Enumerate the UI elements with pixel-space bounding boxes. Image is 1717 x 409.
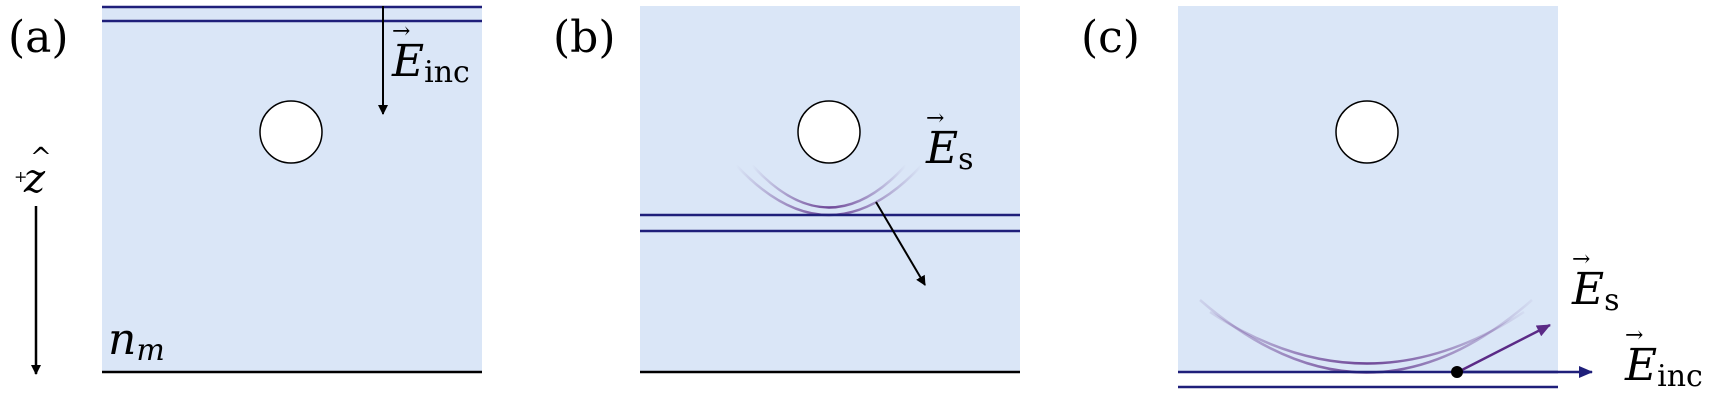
panel-b-label: (b)	[553, 12, 616, 63]
z-axis: + z ^	[14, 143, 52, 375]
e-s-label-b: Es	[925, 123, 974, 177]
z-axis-plus: +	[14, 167, 27, 186]
medium-region-c	[1178, 6, 1558, 372]
medium-region-b	[640, 6, 1020, 372]
e-inc-label-a: Einc	[391, 36, 470, 90]
scattered-field-arrow-b	[875, 201, 926, 286]
sphere-a	[259, 100, 323, 164]
observation-point-c	[1451, 366, 1463, 378]
sphere-c	[1335, 100, 1399, 164]
z-axis-symbol: z	[23, 156, 46, 202]
panel-a: (a) Einc → nm	[8, 5, 482, 374]
medium-region-a	[102, 6, 482, 372]
e-inc-label-c: Einc	[1624, 340, 1703, 394]
scattered-field-arrow-c	[1457, 323, 1551, 374]
scattered-wavefront-inner-c	[1209, 310, 1525, 365]
sphere-b	[797, 100, 861, 164]
e-s-label-c: Es	[1571, 264, 1620, 318]
z-axis-hat: ^	[30, 143, 52, 173]
panel-c: (c) Es → Einc →	[1081, 6, 1703, 394]
panel-b: (b) Es →	[553, 6, 1020, 374]
scattered-wavefront-inner-b	[751, 164, 907, 209]
panel-a-label: (a)	[8, 12, 69, 63]
e-s-vector-arrow-b: →	[926, 106, 944, 131]
e-s-vector-arrow-c: →	[1572, 247, 1590, 272]
panel-c-label: (c)	[1081, 12, 1140, 63]
e-inc-vector-arrow-a: →	[392, 19, 410, 44]
medium-index-label: nm	[108, 314, 165, 368]
e-inc-vector-arrow-c: →	[1625, 323, 1643, 348]
